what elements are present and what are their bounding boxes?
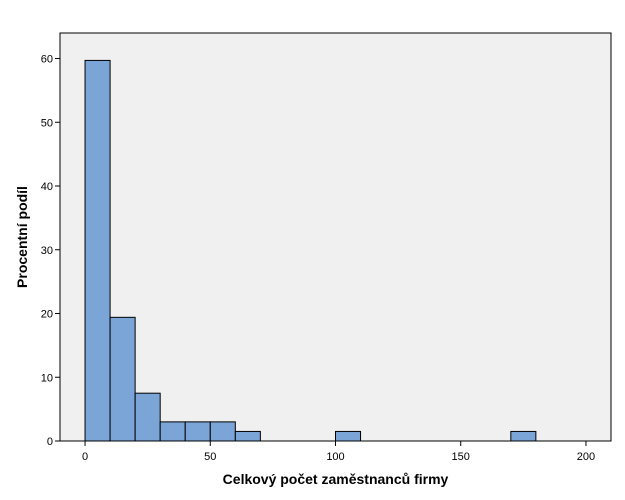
histogram-bar: [159, 421, 186, 442]
histogram-bar: [184, 421, 211, 442]
histogram-bar: [234, 430, 261, 442]
axes-group: 0 10 20 30 40 50 60 0 50 100 150 200: [41, 33, 611, 463]
histogram-bar: [510, 430, 537, 442]
y-tick-label: 0: [47, 436, 53, 448]
y-tick-label: 60: [41, 54, 53, 66]
y-tick-label: 50: [41, 117, 53, 129]
y-tick-label: 30: [41, 245, 53, 257]
y-tick-label: 10: [41, 372, 53, 384]
y-axis-title: Procentní podíl: [14, 186, 30, 288]
x-tick-label: 50: [204, 451, 216, 463]
y-tick-label: 20: [41, 309, 53, 321]
x-tick-label: 100: [326, 451, 344, 463]
histogram-bar: [335, 430, 362, 442]
y-tick-label: 40: [41, 181, 53, 193]
x-tick-label: 200: [577, 451, 595, 463]
histogram-bar: [134, 392, 161, 442]
plot-area: [59, 32, 612, 442]
x-axis-title: Celkový počet zaměstnanců firmy: [223, 471, 449, 487]
histogram-bar: [109, 316, 136, 442]
histogram-bar: [209, 421, 236, 442]
bars-group: [84, 59, 537, 442]
histogram-bar: [84, 59, 111, 442]
x-tick-label: 150: [452, 451, 470, 463]
x-tick-label: 0: [82, 451, 88, 463]
